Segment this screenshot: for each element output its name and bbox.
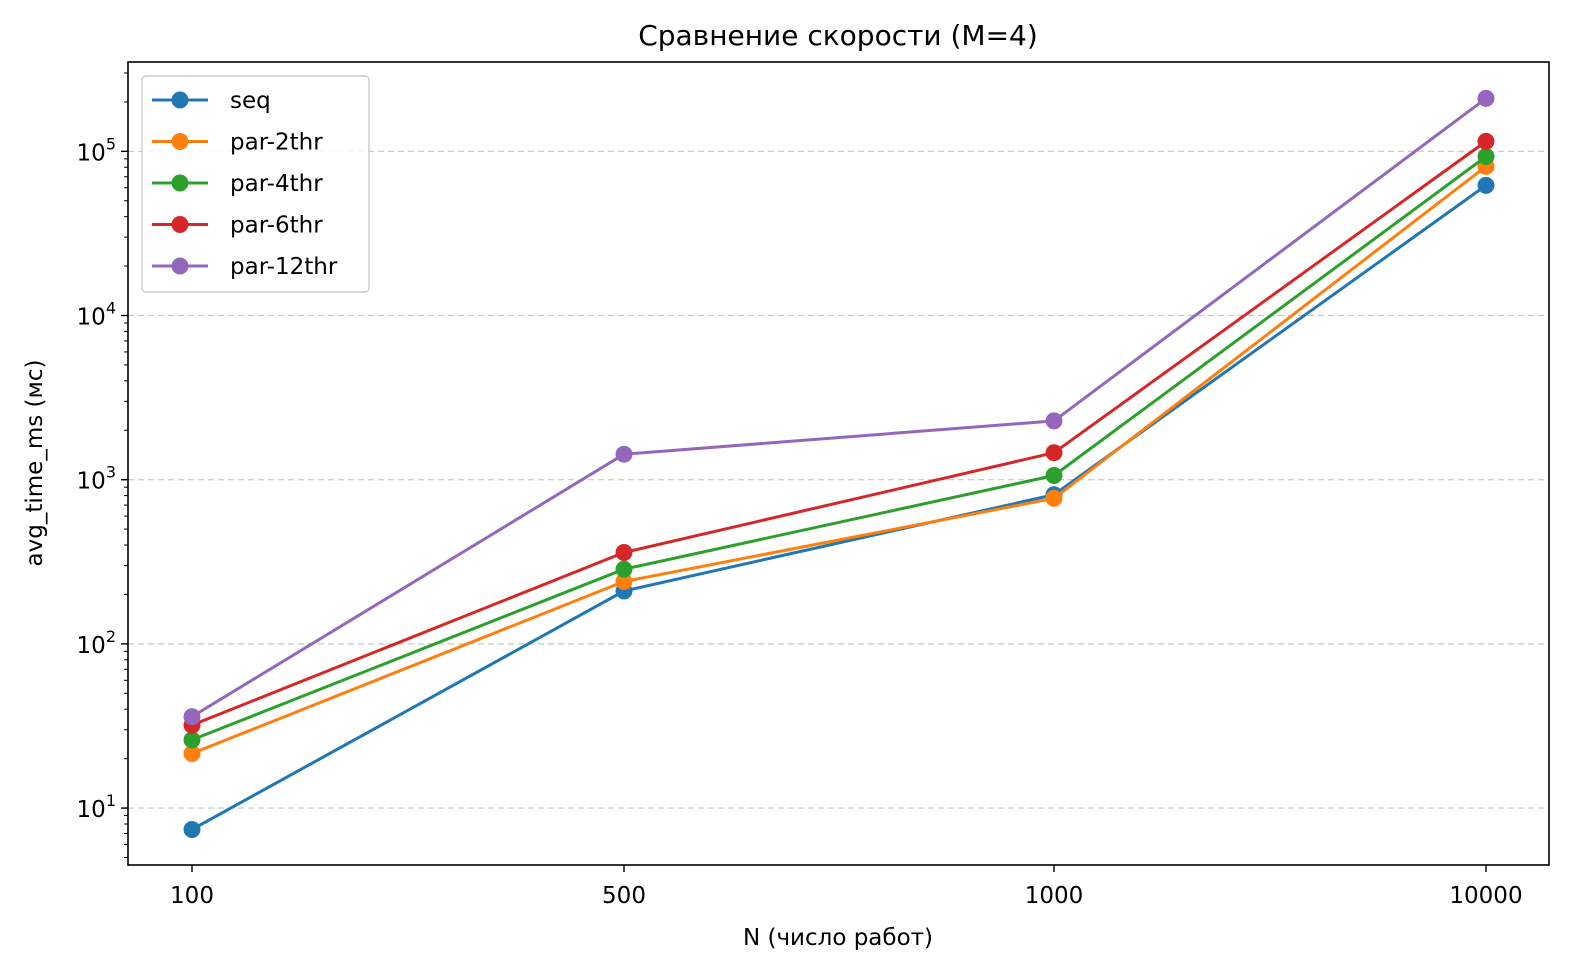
legend: seq par-2thr par-4thr par-6thr par-12thr: [141, 75, 370, 293]
series-layer: [183, 89, 1495, 838]
data-point-par-12thr: [1477, 89, 1495, 107]
y-tick-label: 105: [77, 134, 116, 166]
data-point-par-4thr: [1477, 148, 1495, 165]
chart-title: Сравнение скорости (M=4): [638, 19, 1038, 52]
legend-label-par-2thr: par-2thr: [230, 130, 323, 156]
data-point-par-12thr: [615, 445, 633, 463]
legend-marker-par-12thr: [171, 257, 189, 275]
series-line-par-4thr: [191, 155, 1487, 742]
plot-frame: [127, 61, 1550, 866]
legend-label-par-4thr: par-4thr: [230, 171, 323, 197]
x-tick-label: 10000: [1449, 883, 1522, 909]
grid-lines: [128, 150, 1549, 809]
data-point-par-4thr: [183, 731, 201, 749]
y-tick-label: 101: [77, 791, 116, 823]
x-tick-label: 1000: [1025, 883, 1084, 909]
data-point-par-6thr: [1477, 132, 1495, 150]
legend-label-par-12thr: par-12thr: [230, 254, 338, 280]
series-line-par-6thr: [191, 140, 1487, 727]
y-axis: 101 102 103 104 105: [77, 72, 128, 858]
data-point-par-12thr: [183, 708, 201, 726]
series-line-seq: [191, 184, 1487, 831]
y-axis-label: avg_time_ms (мс): [22, 360, 48, 567]
data-point-par-12thr: [1045, 412, 1063, 430]
data-point-par-2thr: [615, 573, 633, 590]
legend-label-par-6thr: par-6thr: [230, 213, 323, 239]
legend-box: [141, 75, 370, 293]
y-tick-label: 102: [77, 627, 116, 659]
legend-marker-seq: [171, 91, 189, 109]
data-point-par-4thr: [1045, 467, 1063, 484]
legend-label-seq: seq: [230, 88, 271, 114]
legend-marker-par-4thr: [171, 174, 189, 192]
x-axis-label: N (число работ): [743, 925, 933, 951]
data-point-par-6thr: [615, 544, 633, 561]
legend-marker-par-2thr: [171, 133, 189, 150]
x-tick-label: 100: [170, 883, 214, 909]
data-point-par-6thr: [1045, 444, 1063, 462]
data-point-par-4thr: [615, 560, 633, 578]
data-point-par-2thr: [1045, 489, 1063, 507]
data-point-seq: [1477, 176, 1495, 194]
y-tick-label: 104: [77, 299, 116, 331]
series-line-par-2thr: [191, 165, 1487, 755]
legend-marker-par-6thr: [171, 216, 189, 233]
x-axis: 100 500 1000 10000: [170, 865, 1523, 909]
x-tick-label: 500: [602, 883, 646, 909]
data-point-par-2thr: [183, 745, 201, 762]
data-point-seq: [183, 821, 201, 838]
series-line-par-12thr: [191, 97, 1487, 718]
y-tick-label: 103: [77, 463, 116, 495]
